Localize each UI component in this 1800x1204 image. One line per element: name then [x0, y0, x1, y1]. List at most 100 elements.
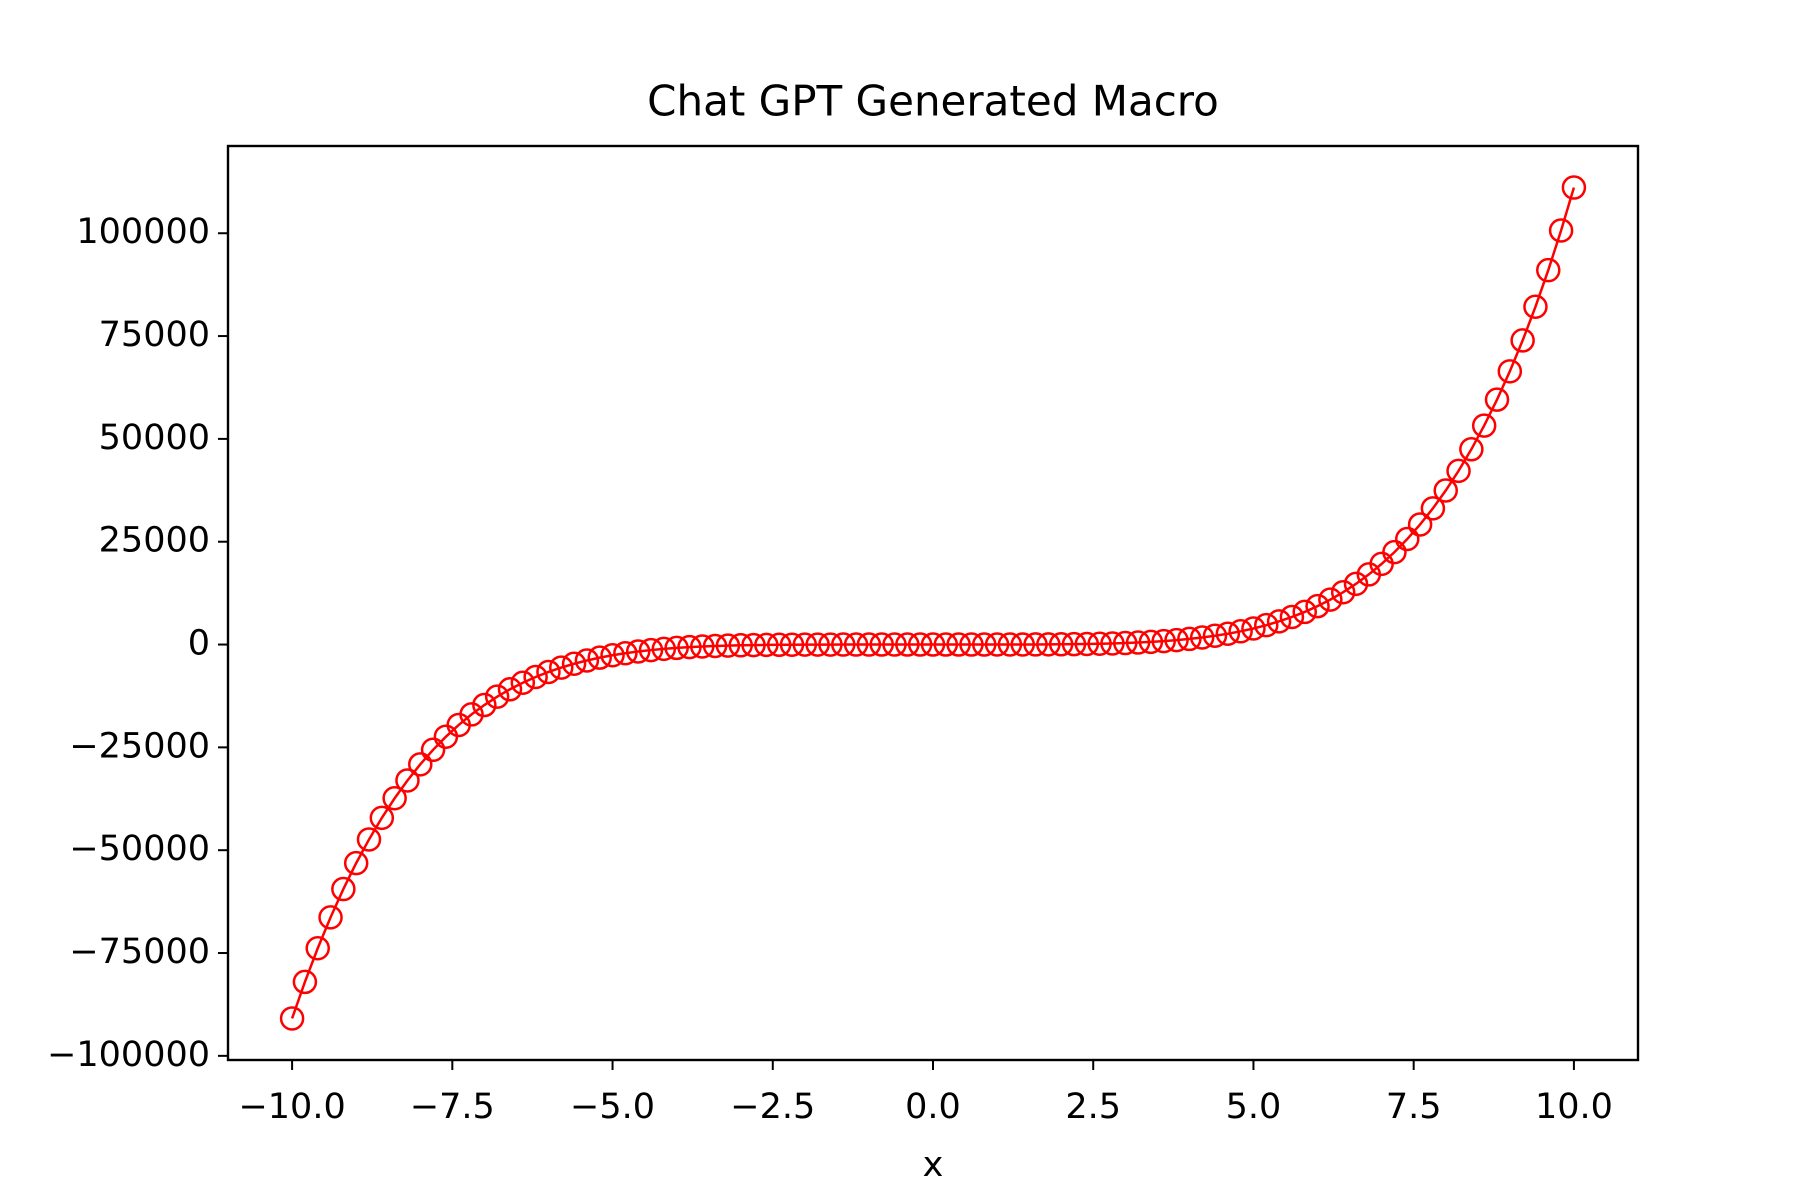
- data-point: [792, 632, 818, 657]
- y-tick-label: 50000: [99, 418, 210, 458]
- data-point: [613, 640, 638, 666]
- data-point: [1536, 257, 1561, 283]
- data-point: [920, 632, 946, 657]
- data-point: [677, 634, 702, 660]
- data-point: [1010, 632, 1035, 657]
- y-tick-label: −50000: [69, 829, 210, 869]
- data-point: [1510, 328, 1535, 353]
- data-point: [1151, 628, 1176, 654]
- data-point: [1459, 437, 1484, 462]
- data-point: [292, 969, 318, 995]
- data-point: [497, 677, 523, 702]
- x-tick-label: −5.0: [570, 1087, 655, 1127]
- data-point: [1023, 632, 1048, 657]
- x-tick-label: 5.0: [1226, 1087, 1282, 1127]
- data-point: [1036, 632, 1061, 657]
- data-point: [1266, 609, 1292, 634]
- data-point: [882, 632, 907, 657]
- data-point: [1087, 631, 1112, 657]
- data-point: [1484, 387, 1510, 412]
- data-point: [1164, 627, 1189, 653]
- data-point: [972, 632, 997, 657]
- data-point: [856, 632, 882, 657]
- data-point: [331, 876, 356, 902]
- x-tick-label: 0.0: [905, 1087, 961, 1127]
- data-point: [549, 655, 574, 680]
- data-point: [1113, 630, 1138, 656]
- data-point: [1279, 604, 1305, 630]
- y-tick-label: 0: [188, 624, 210, 664]
- data-point: [959, 632, 984, 657]
- data-point: [1074, 631, 1100, 657]
- data-point: [395, 768, 420, 793]
- data-point: [1561, 175, 1587, 200]
- data-point: [715, 633, 741, 658]
- data-point: [843, 632, 869, 657]
- data-point: [638, 637, 664, 663]
- y-tick-label: −25000: [69, 726, 210, 766]
- data-point: [1318, 587, 1343, 612]
- x-tick-label: 7.5: [1386, 1087, 1442, 1127]
- y-tick-label: −75000: [69, 932, 210, 972]
- data-point: [933, 632, 959, 657]
- y-tick-label: −100000: [47, 1035, 210, 1075]
- data-point: [369, 805, 395, 831]
- plot-frame: [226, 144, 1640, 1062]
- data-point: [318, 905, 343, 930]
- data-point: [408, 752, 433, 777]
- data-point: [1138, 629, 1164, 655]
- y-tick-label: 75000: [99, 315, 210, 355]
- data-point: [1241, 616, 1266, 641]
- data-point: [1189, 625, 1215, 650]
- data-point: [536, 659, 561, 685]
- data-point: [420, 737, 446, 763]
- data-point: [651, 636, 677, 662]
- data-point: [805, 632, 830, 657]
- data-point: [625, 639, 651, 664]
- data-point: [1433, 478, 1458, 503]
- x-axis-label: x: [923, 1145, 944, 1185]
- data-point: [1125, 630, 1151, 655]
- data-point: [305, 936, 330, 961]
- data-point: [818, 632, 843, 657]
- data-point: [702, 633, 728, 659]
- data-point: [1254, 612, 1279, 638]
- y-tick-label: 25000: [99, 521, 210, 561]
- x-tick-label: 10.0: [1535, 1087, 1613, 1127]
- data-point: [484, 684, 510, 709]
- data-point: [587, 645, 612, 670]
- y-tick-label: 100000: [76, 212, 210, 252]
- data-point: [1523, 294, 1548, 320]
- data-point: [728, 633, 753, 658]
- data-point: [1382, 539, 1407, 565]
- data-point: [946, 632, 971, 657]
- data-point: [382, 786, 407, 811]
- data-line: [290, 187, 1576, 1019]
- data-point: [895, 632, 920, 657]
- data-point: [523, 664, 548, 690]
- data-point: [1446, 458, 1471, 484]
- data-point: [343, 850, 369, 876]
- x-tick-label: −2.5: [730, 1087, 815, 1127]
- data-point: [1061, 631, 1087, 657]
- x-tick-label: 2.5: [1065, 1087, 1121, 1127]
- data-point: [459, 702, 484, 727]
- chart-title: Chat GPT Generated Macro: [647, 77, 1219, 126]
- data-point: [600, 643, 625, 668]
- x-tick-label: −7.5: [410, 1087, 495, 1127]
- data-point: [1420, 496, 1446, 521]
- data-point: [1202, 623, 1228, 649]
- data-point: [1343, 571, 1369, 597]
- data-point: [1395, 526, 1420, 552]
- data-point: [984, 632, 1010, 657]
- data-point: [1548, 218, 1574, 243]
- data-point: [1048, 632, 1074, 657]
- data-point: [1292, 599, 1317, 625]
- data-point: [766, 632, 792, 658]
- data-point: [1407, 512, 1433, 537]
- data-point: [1330, 579, 1356, 605]
- data-point: [356, 827, 382, 852]
- data-point: [741, 632, 766, 658]
- data-point: [1100, 631, 1125, 656]
